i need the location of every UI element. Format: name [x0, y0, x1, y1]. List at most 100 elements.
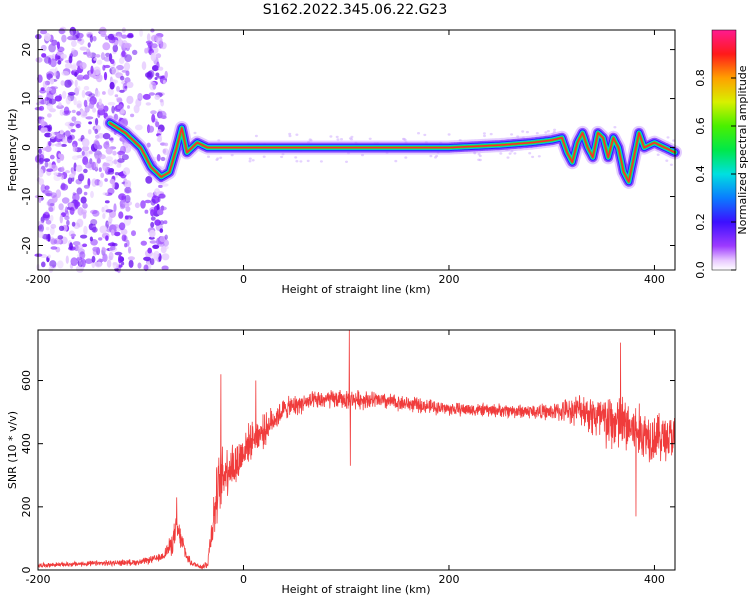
spectrogram-noise-cell: [92, 246, 99, 252]
spectrogram-noise-cell: [123, 145, 132, 154]
spectrogram-faint-cell: [528, 152, 532, 155]
spectrogram-noise-cell: [126, 81, 134, 89]
spectrogram-noise-cell: [74, 72, 78, 77]
spectrogram-noise-cell: [110, 58, 115, 65]
spectrogram-faint-cell: [336, 138, 340, 141]
spectrogram-noise-cell: [77, 85, 81, 92]
spectrogram-faint-cell: [537, 155, 541, 158]
spectrogram-noise-cell: [76, 187, 83, 195]
spectrogram-noise-cell: [48, 265, 54, 273]
spectrogram-noise-cell: [61, 90, 67, 99]
spectrogram-noise-cell: [76, 76, 85, 80]
spectrogram-noise-cell: [132, 49, 138, 56]
spectrogram-faint-cell: [254, 134, 258, 138]
spectrogram-noise-cell: [150, 221, 155, 228]
spectrogram-noise-cell: [72, 146, 78, 153]
spectrogram-noise-cell: [155, 53, 162, 59]
spectrogram-noise-cell: [109, 81, 115, 90]
spectrogram-noise-cell: [47, 124, 53, 132]
spectrogram-noise-cell: [155, 72, 160, 77]
spectrogram-noise-cell: [60, 183, 69, 191]
spectrogram-noise-cell: [79, 266, 84, 272]
spectrogram-noise-cell: [105, 235, 109, 241]
spectrogram-noise-cell: [77, 173, 85, 182]
spectrogram-noise-cell: [60, 53, 67, 59]
spectrogram-noise-cell: [76, 218, 84, 228]
spectrogram-faint-cell: [215, 158, 219, 161]
spectrogram-noise-cell: [71, 221, 76, 227]
spectrogram-noise-cell: [110, 65, 116, 70]
spectrogram-noise-cell: [105, 146, 113, 155]
spectrogram-noise-cell: [121, 40, 128, 49]
spectrogram-noise-cell: [98, 180, 103, 188]
colorbar-tick-label: 0.4: [694, 165, 707, 183]
spectrogram-ridge-layer-5: [109, 122, 676, 183]
spectrogram-panel: -200 0 200 400 -20 -10 0 10 20 Height of straig…: [6, 26, 682, 296]
spectrogram-noise-cell: [49, 154, 55, 160]
spectrogram-noise-cell: [41, 127, 49, 132]
spectrogram-noise-cell: [44, 145, 52, 153]
spectrogram-noise-cell: [83, 74, 90, 80]
spectrogram-noise-cell: [94, 90, 101, 98]
spectrogram-noise-cell: [69, 206, 75, 215]
spectrogram-noise-cell: [163, 220, 168, 225]
spectrogram-faint-cell: [368, 137, 372, 140]
spectrogram-noise-cell: [144, 199, 152, 204]
spectrogram-noise-cell: [76, 154, 84, 159]
spectrogram-noise-cell: [39, 89, 47, 94]
spectrogram-noise-cell: [68, 55, 73, 64]
spectrogram-x-label: Height of straight line (km): [281, 283, 430, 296]
spectrogram-noise-cell: [42, 233, 49, 240]
spectrogram-y-tick-label: -10: [20, 188, 33, 206]
spectrogram-noise-cell: [120, 75, 125, 81]
spectrogram-noise-cell: [116, 97, 122, 102]
snr-y-ticks: 0 200 400 600: [20, 370, 675, 574]
spectrogram-faint-cell: [193, 131, 197, 135]
spectrogram-noise-cell: [103, 64, 111, 69]
spectrogram-faint-cell: [335, 135, 339, 139]
spectrogram-noise-cell: [85, 91, 93, 97]
spectrogram-faint-cell: [404, 156, 408, 159]
spectrogram-noise-cell: [150, 110, 157, 115]
spectrogram-faint-cell: [299, 160, 303, 163]
spectrogram-noise-cell: [121, 195, 125, 200]
spectrogram-faint-cell: [288, 134, 292, 138]
spectrogram-noise-cell: [148, 92, 155, 96]
spectrogram-faint-cell: [394, 159, 398, 163]
spectrogram-noise-cell: [86, 48, 91, 57]
spectrogram-noise-cell: [38, 197, 42, 203]
spectrogram-x-tick-label: 200: [438, 273, 459, 286]
spectrogram-noise-cell: [120, 145, 126, 154]
spectrogram-noise-cell: [128, 246, 132, 254]
spectrogram-noise-cell: [67, 177, 73, 185]
spectrogram-noise-cell: [114, 158, 117, 165]
spectrogram-noise-cell: [126, 34, 134, 39]
spectrogram-noise-cell: [150, 209, 155, 217]
spectrogram-noise-layer: [34, 26, 676, 274]
spectrogram-noise-cell: [160, 156, 166, 162]
spectrogram-faint-cell: [423, 133, 427, 137]
spectrogram-noise-cell: [56, 132, 65, 140]
snr-frame: [37, 329, 676, 571]
spectrogram-noise-cell: [114, 172, 120, 176]
spectrogram-noise-cell: [117, 158, 125, 163]
spectrogram-noise-cell: [124, 186, 132, 194]
spectrogram-faint-cell: [295, 160, 299, 163]
spectrogram-noise-cell: [90, 209, 98, 214]
spectrogram-faint-cell: [306, 159, 310, 163]
snr-x-tick-label: 200: [438, 573, 459, 586]
spectrogram-noise-cell: [94, 128, 98, 134]
spectrogram-noise-cell: [72, 193, 80, 202]
spectrogram-noise-cell: [149, 229, 156, 238]
spectrogram-noise-cell: [105, 52, 111, 57]
spectrogram-noise-cell: [121, 50, 126, 57]
spectrogram-faint-cell: [403, 138, 407, 142]
spectrogram-noise-cell: [64, 170, 70, 174]
spectrogram-noise-cell: [71, 116, 77, 122]
spectrogram-noise-cell: [154, 188, 161, 196]
colorbar: 0.0 0.2 0.4 0.6 0.8 Normalized spectral ampl…: [694, 29, 749, 279]
spectrogram-noise-cell: [160, 42, 167, 50]
spectrogram-noise-cell: [117, 105, 122, 110]
spectrogram-noise-cell: [74, 79, 78, 88]
